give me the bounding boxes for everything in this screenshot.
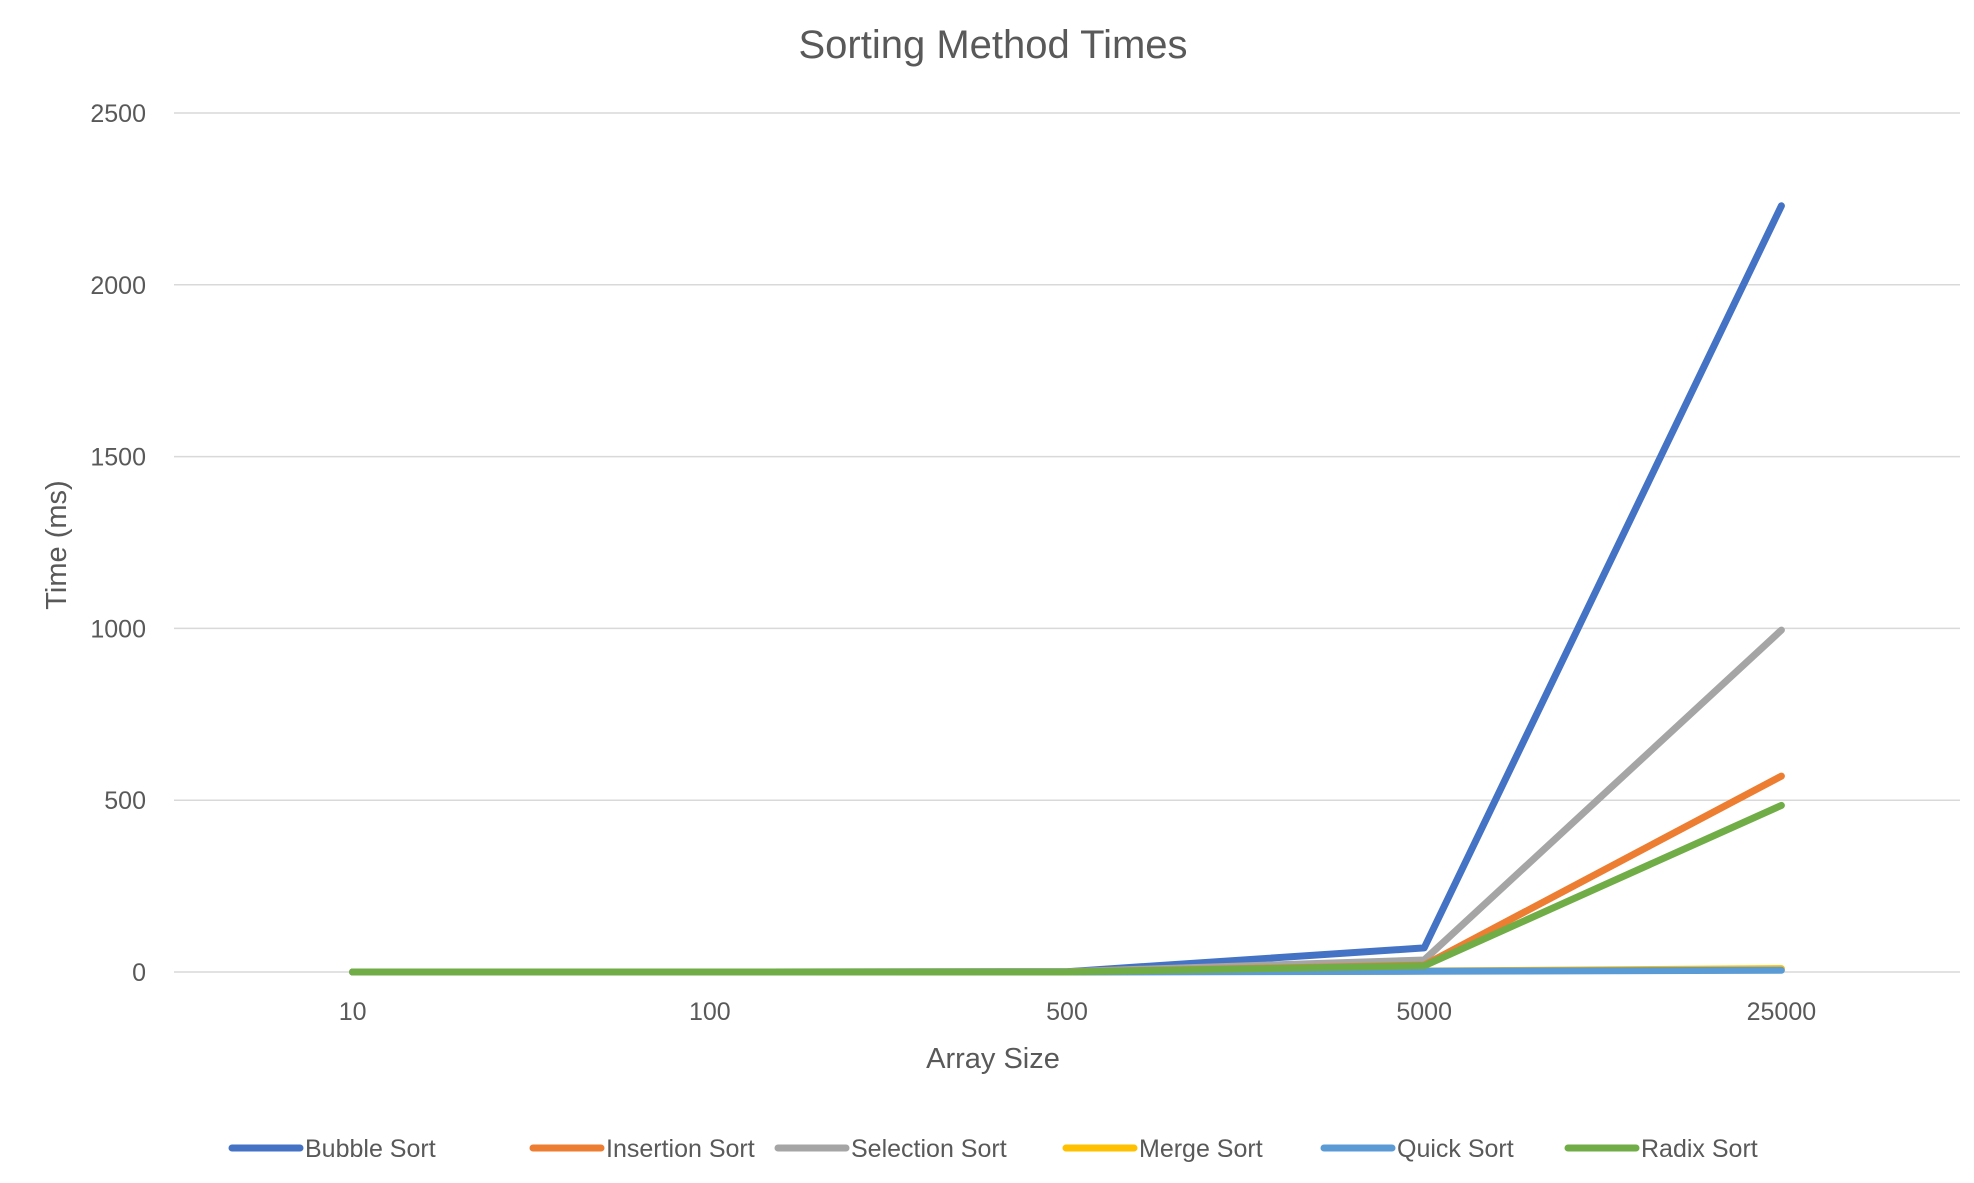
legend-item: Quick Sort <box>1320 1135 1514 1163</box>
y-axis-title: Time (ms) <box>41 480 73 609</box>
legend-label: Insertion Sort <box>606 1135 755 1163</box>
x-tick-label: 25000 <box>1747 998 1817 1026</box>
legend-label: Radix Sort <box>1641 1135 1758 1163</box>
y-axis-ticks: 0 500 1000 1500 2000 2500 <box>90 100 146 987</box>
x-axis-title: Array Size <box>926 1043 1060 1075</box>
x-tick-label: 5000 <box>1396 998 1452 1026</box>
series-line-bubble-sort <box>349 202 1785 976</box>
x-axis-ticks: 10 100 500 5000 25000 <box>339 998 1816 1026</box>
series-line-selection-sort <box>349 626 1785 976</box>
x-tick-label: 10 <box>339 998 367 1026</box>
legend-item: Merge Sort <box>1062 1135 1263 1163</box>
y-tick-label: 0 <box>132 959 146 987</box>
y-tick-label: 500 <box>104 787 146 815</box>
x-tick-label: 100 <box>689 998 731 1026</box>
x-tick-label: 500 <box>1046 998 1088 1026</box>
y-tick-label: 2500 <box>90 100 146 128</box>
legend-item: Bubble Sort <box>228 1135 436 1163</box>
legend-label: Merge Sort <box>1139 1135 1263 1163</box>
legend: Bubble Sort Insertion Sort Selection Sort M… <box>228 1135 1758 1163</box>
series-lines <box>349 202 1785 976</box>
y-tick-label: 1500 <box>90 444 146 472</box>
legend-label: Bubble Sort <box>305 1135 436 1163</box>
legend-label: Quick Sort <box>1397 1135 1514 1163</box>
legend-item: Radix Sort <box>1564 1135 1758 1163</box>
y-tick-label: 2000 <box>90 272 146 300</box>
chart-title: Sorting Method Times <box>798 23 1187 67</box>
series-line-insertion-sort <box>349 772 1785 976</box>
series-line-radix-sort <box>349 801 1785 976</box>
legend-item: Insertion Sort <box>529 1135 755 1163</box>
y-tick-label: 1000 <box>90 615 146 643</box>
legend-label: Selection Sort <box>851 1135 1007 1163</box>
legend-item: Selection Sort <box>774 1135 1007 1163</box>
